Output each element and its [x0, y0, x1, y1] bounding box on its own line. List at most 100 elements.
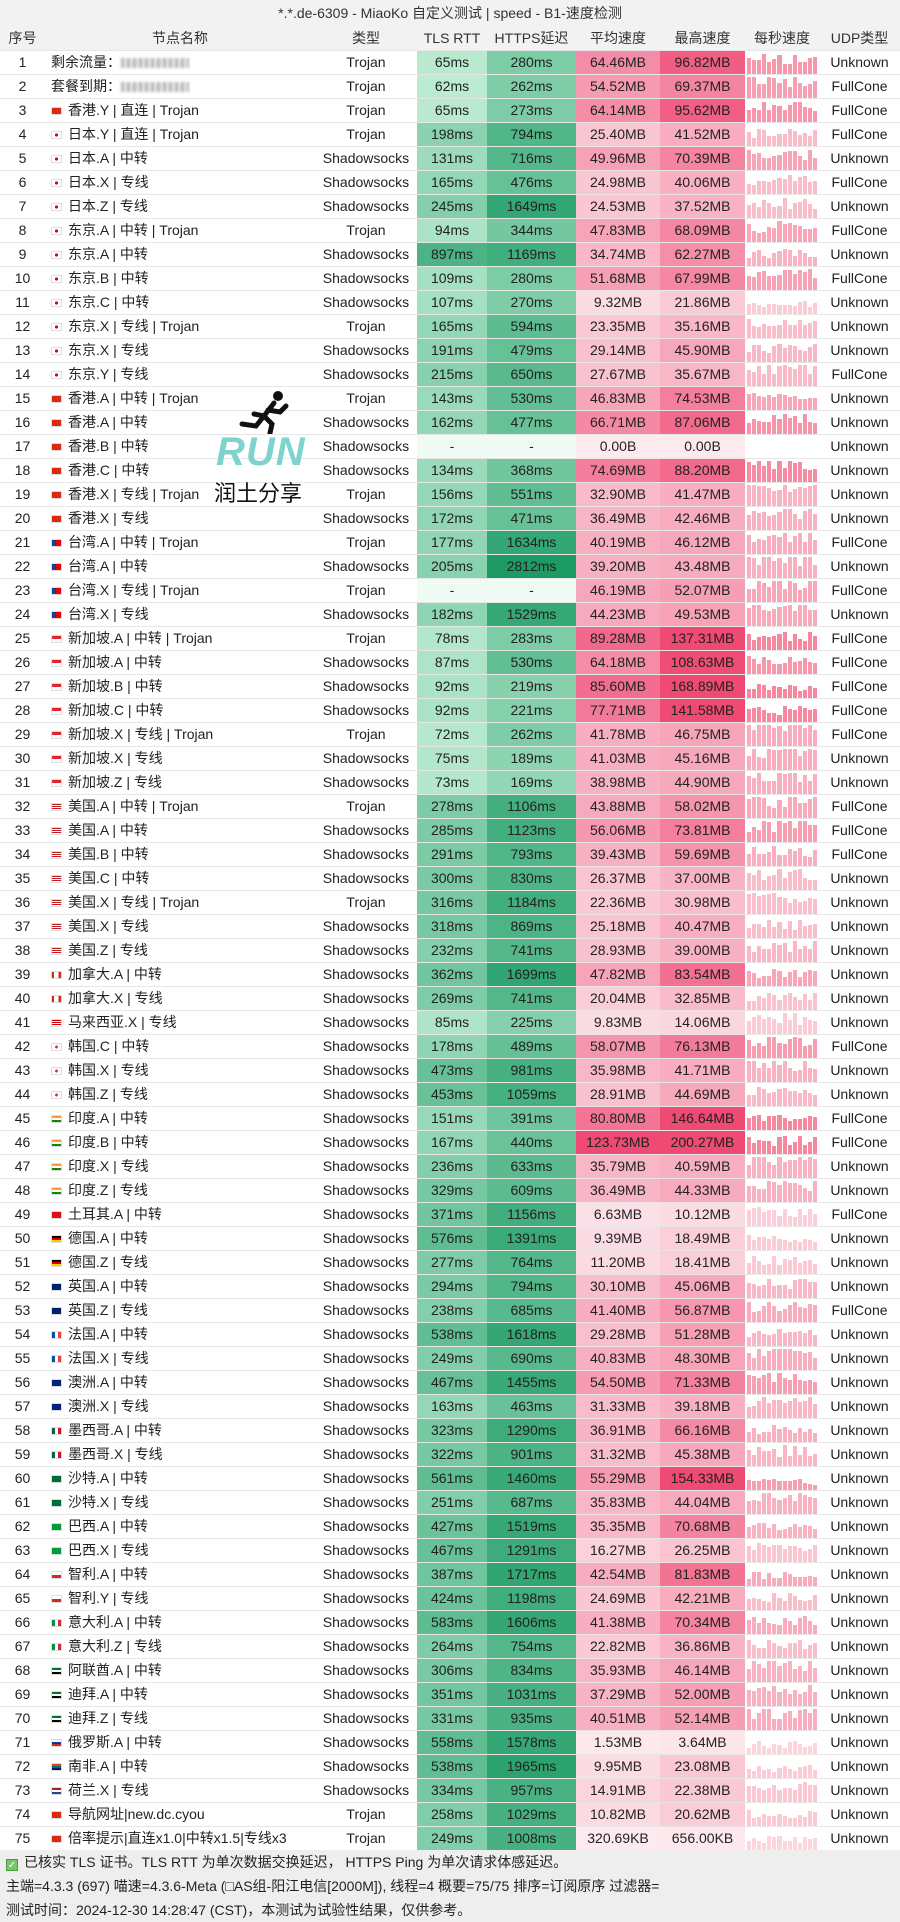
table-row[interactable]: 70 迪拜.Z | 专线 Shadowsocks 331ms 935ms 40.51MB 5…: [0, 1706, 900, 1731]
table-row[interactable]: 53 英国.Z | 专线 Shadowsocks 238ms 685ms 41.40MB 5…: [0, 1298, 900, 1323]
table-row[interactable]: 38 美国.Z | 专线 Shadowsocks 232ms 741ms 28.93MB 3…: [0, 938, 900, 963]
sparkline-bar: [772, 346, 777, 361]
table-row[interactable]: 66 意大利.A | 中转 Shadowsocks 583ms 1606ms 41.38M…: [0, 1610, 900, 1635]
table-row[interactable]: 52 英国.A | 中转 Shadowsocks 294ms 794ms 30.10MB 4…: [0, 1274, 900, 1299]
sparkline-bar: [767, 587, 772, 601]
col-https-latency[interactable]: HTTPS延迟: [487, 26, 576, 51]
table-row[interactable]: 47 印度.X | 专线 Shadowsocks 236ms 633ms 35.79MB 4…: [0, 1154, 900, 1179]
col-tls-rtt[interactable]: TLS RTT: [417, 26, 487, 51]
col-index[interactable]: 序号: [0, 26, 45, 51]
table-row[interactable]: 68 阿联酋.A | 中转 Shadowsocks 306ms 834ms 35.93MB…: [0, 1658, 900, 1683]
table-row[interactable]: 25 新加坡.A | 中转 | Trojan Trojan 78ms 283ms 89.2…: [0, 626, 900, 651]
table-row[interactable]: 40 加拿大.X | 专线 Shadowsocks 269ms 741ms 20.04MB…: [0, 986, 900, 1011]
table-row[interactable]: 22 台湾.A | 中转 Shadowsocks 205ms 2812ms 39.20MB…: [0, 554, 900, 579]
table-row[interactable]: 15 香港.A | 中转 | Trojan Trojan 143ms 530ms 46.8…: [0, 386, 900, 411]
table-row[interactable]: 39 加拿大.A | 中转 Shadowsocks 362ms 1699ms 47.82M…: [0, 962, 900, 987]
sparkline-bar: [792, 869, 797, 889]
table-row[interactable]: 16 香港.A | 中转 Shadowsocks 162ms 477ms 66.71MB 8…: [0, 410, 900, 435]
avg-speed: 46.19MB: [576, 578, 660, 603]
table-row[interactable]: 74 导航网址|new.dc.cyou Trojan 258ms 1029ms 10.82…: [0, 1802, 900, 1827]
table-row[interactable]: 57 澳洲.X | 专线 Shadowsocks 163ms 463ms 31.33MB 3…: [0, 1394, 900, 1419]
col-max-speed[interactable]: 最高速度: [660, 26, 745, 51]
table-row[interactable]: 8 东京.A | 中转 | Trojan Trojan 94ms 344ms 47.83M…: [0, 218, 900, 243]
table-row[interactable]: 63 巴西.X | 专线 Shadowsocks 467ms 1291ms 16.27MB…: [0, 1538, 900, 1563]
table-row[interactable]: 20 香港.X | 专线 Shadowsocks 172ms 471ms 36.49MB 4…: [0, 506, 900, 531]
table-row[interactable]: 9 东京.A | 中转 Shadowsocks 897ms 1169ms 34.74MB 6…: [0, 242, 900, 267]
col-avg-speed[interactable]: 平均速度: [576, 26, 660, 51]
table-row[interactable]: 2 套餐到期： Trojan 62ms 262ms 54.52MB 69.37MB FullC…: [0, 74, 900, 99]
sparkline-bar: [787, 1039, 792, 1057]
table-row[interactable]: 49 土耳其.A | 中转 Shadowsocks 371ms 1156ms 6.63MB…: [0, 1202, 900, 1227]
table-row[interactable]: 23 台湾.X | 专线 | Trojan Trojan - -46.19MB 52.07…: [0, 578, 900, 603]
table-row[interactable]: 62 巴西.A | 中转 Shadowsocks 427ms 1519ms 35.35MB…: [0, 1514, 900, 1539]
table-row[interactable]: 19 香港.X | 专线 | Trojan Trojan 156ms 551ms 32.9…: [0, 482, 900, 507]
sparkline-bar: [802, 510, 807, 529]
node-type: Shadowsocks: [315, 866, 417, 891]
table-row[interactable]: 3 香港.Y | 直连 | Trojan Trojan 65ms 273ms 64.14M…: [0, 98, 900, 123]
table-row[interactable]: 44 韩国.Z | 专线 Shadowsocks 453ms 1059ms 28.91MB…: [0, 1082, 900, 1107]
table-row[interactable]: 33 美国.A | 中转 Shadowsocks 285ms 1123ms 56.06MB…: [0, 818, 900, 843]
table-row[interactable]: 7 日本.Z | 专线 Shadowsocks 245ms 1649ms 24.53MB 3…: [0, 194, 900, 219]
table-row[interactable]: 45 印度.A | 中转 Shadowsocks 151ms 391ms 80.80MB 1…: [0, 1106, 900, 1131]
table-row[interactable]: 48 印度.Z | 专线 Shadowsocks 329ms 609ms 36.49MB 4…: [0, 1178, 900, 1203]
table-row[interactable]: 54 法国.A | 中转 Shadowsocks 538ms 1618ms 29.28MB…: [0, 1322, 900, 1347]
flag-sg-icon: [51, 659, 62, 668]
table-row[interactable]: 51 德国.Z | 专线 Shadowsocks 277ms 764ms 11.20MB 1…: [0, 1250, 900, 1275]
table-row[interactable]: 65 智利.Y | 专线 Shadowsocks 424ms 1198ms 24.69MB…: [0, 1586, 900, 1611]
table-row[interactable]: 50 德国.A | 中转 Shadowsocks 576ms 1391ms 9.39MB 1…: [0, 1226, 900, 1251]
sparkline-bar: [752, 231, 757, 241]
table-row[interactable]: 4 日本.Y | 直连 | Trojan Trojan 198ms 794ms 25.40…: [0, 122, 900, 147]
node-name: 日本.Z | 专线: [45, 194, 315, 219]
table-row[interactable]: 56 澳洲.A | 中转 Shadowsocks 467ms 1455ms 54.50MB…: [0, 1370, 900, 1395]
table-row[interactable]: 24 台湾.X | 专线 Shadowsocks 182ms 1529ms 44.23MB…: [0, 602, 900, 627]
table-row[interactable]: 42 韩国.C | 中转 Shadowsocks 178ms 489ms 58.07MB 7…: [0, 1034, 900, 1059]
table-row[interactable]: 27 新加坡.B | 中转 Shadowsocks 92ms 219ms 85.60MB 1…: [0, 674, 900, 699]
col-type[interactable]: 类型: [315, 26, 417, 51]
table-row[interactable]: 67 意大利.Z | 专线 Shadowsocks 264ms 754ms 22.82MB…: [0, 1634, 900, 1659]
table-row[interactable]: 35 美国.C | 中转 Shadowsocks 300ms 830ms 26.37MB 3…: [0, 866, 900, 891]
table-row[interactable]: 30 新加坡.X | 专线 Shadowsocks 75ms 189ms 41.03MB 4…: [0, 746, 900, 771]
sparkline-bar: [747, 608, 752, 625]
table-row[interactable]: 13 东京.X | 专线 Shadowsocks 191ms 479ms 29.14MB 4…: [0, 338, 900, 363]
table-row[interactable]: 1 剩余流量： Trojan 65ms 280ms 64.46MB 96.82MB Unkno…: [0, 50, 900, 75]
col-per-second-speed[interactable]: 每秒速度: [745, 26, 819, 51]
table-row[interactable]: 61 沙特.X | 专线 Shadowsocks 251ms 687ms 35.83MB 4…: [0, 1490, 900, 1515]
table-row[interactable]: 6 日本.X | 专线 Shadowsocks 165ms 476ms 24.98MB 40…: [0, 170, 900, 195]
table-row[interactable]: 75 倍率提示|直连x1.0|中转x1.5|专线x3 Trojan 249ms 1008…: [0, 1826, 900, 1851]
table-row[interactable]: 41 马来西亚.X | 专线 Shadowsocks 85ms 225ms 9.83MB 1…: [0, 1010, 900, 1035]
table-row[interactable]: 71 俄罗斯.A | 中转 Shadowsocks 558ms 1578ms 1.53MB…: [0, 1730, 900, 1755]
table-row[interactable]: 10 东京.B | 中转 Shadowsocks 109ms 280ms 51.68MB 6…: [0, 266, 900, 291]
table-row[interactable]: 36 美国.X | 专线 | Trojan Trojan 316ms 1184ms 22.…: [0, 890, 900, 915]
table-row[interactable]: 46 印度.B | 中转 Shadowsocks 167ms 440ms 123.73MB…: [0, 1130, 900, 1155]
table-row[interactable]: 17 香港.B | 中转 Shadowsocks - -0.00B 0.00B Unknow…: [0, 434, 900, 459]
table-row[interactable]: 29 新加坡.X | 专线 | Trojan Trojan 72ms 262ms 41.7…: [0, 722, 900, 747]
table-row[interactable]: 43 韩国.X | 专线 Shadowsocks 473ms 981ms 35.98MB 4…: [0, 1058, 900, 1083]
table-row[interactable]: 72 南非.A | 中转 Shadowsocks 538ms 1965ms 9.95MB 2…: [0, 1754, 900, 1779]
sparkline-bar: [757, 249, 762, 265]
sparkline-bar: [767, 1263, 772, 1273]
table-row[interactable]: 64 智利.A | 中转 Shadowsocks 387ms 1717ms 42.54MB…: [0, 1562, 900, 1587]
table-row[interactable]: 26 新加坡.A | 中转 Shadowsocks 87ms 530ms 64.18MB 1…: [0, 650, 900, 675]
sparkline-bar: [787, 223, 792, 241]
table-row[interactable]: 59 墨西哥.X | 专线 Shadowsocks 322ms 901ms 31.32MB…: [0, 1442, 900, 1467]
table-row[interactable]: 55 法国.X | 专线 Shadowsocks 249ms 690ms 40.83MB 4…: [0, 1346, 900, 1371]
table-row[interactable]: 58 墨西哥.A | 中转 Shadowsocks 323ms 1290ms 36.91M…: [0, 1418, 900, 1443]
table-row[interactable]: 21 台湾.A | 中转 | Trojan Trojan 177ms 1634ms 40.…: [0, 530, 900, 555]
table-row[interactable]: 73 荷兰.X | 专线 Shadowsocks 334ms 957ms 14.91MB 2…: [0, 1778, 900, 1803]
col-node-name[interactable]: 节点名称: [45, 26, 315, 51]
table-row[interactable]: 11 东京.C | 中转 Shadowsocks 107ms 270ms 9.32MB 21…: [0, 290, 900, 315]
sparkline-bar: [782, 468, 787, 481]
table-row[interactable]: 34 美国.B | 中转 Shadowsocks 291ms 793ms 39.43MB 5…: [0, 842, 900, 867]
table-row[interactable]: 5 日本.A | 中转 Shadowsocks 131ms 716ms 49.96MB 70…: [0, 146, 900, 171]
sparkline-bar: [752, 1719, 757, 1729]
table-row[interactable]: 69 迪拜.A | 中转 Shadowsocks 351ms 1031ms 37.29MB…: [0, 1682, 900, 1707]
table-row[interactable]: 14 东京.Y | 专线 Shadowsocks 215ms 650ms 27.67MB 3…: [0, 362, 900, 387]
table-row[interactable]: 18 香港.C | 中转 Shadowsocks 134ms 368ms 74.69MB 8…: [0, 458, 900, 483]
table-row[interactable]: 60 沙特.A | 中转 Shadowsocks 561ms 1460ms 55.29MB…: [0, 1466, 900, 1491]
col-udp-type[interactable]: UDP类型: [819, 26, 900, 51]
table-row[interactable]: 12 东京.X | 专线 | Trojan Trojan 165ms 594ms 23.3…: [0, 314, 900, 339]
table-row[interactable]: 32 美国.A | 中转 | Trojan Trojan 278ms 1106ms 43.…: [0, 794, 900, 819]
table-row[interactable]: 28 新加坡.C | 中转 Shadowsocks 92ms 221ms 77.71MB 1…: [0, 698, 900, 723]
table-row[interactable]: 37 美国.X | 专线 Shadowsocks 318ms 869ms 25.18MB 4…: [0, 914, 900, 939]
table-row[interactable]: 31 新加坡.Z | 专线 Shadowsocks 73ms 169ms 38.98MB 4…: [0, 770, 900, 795]
